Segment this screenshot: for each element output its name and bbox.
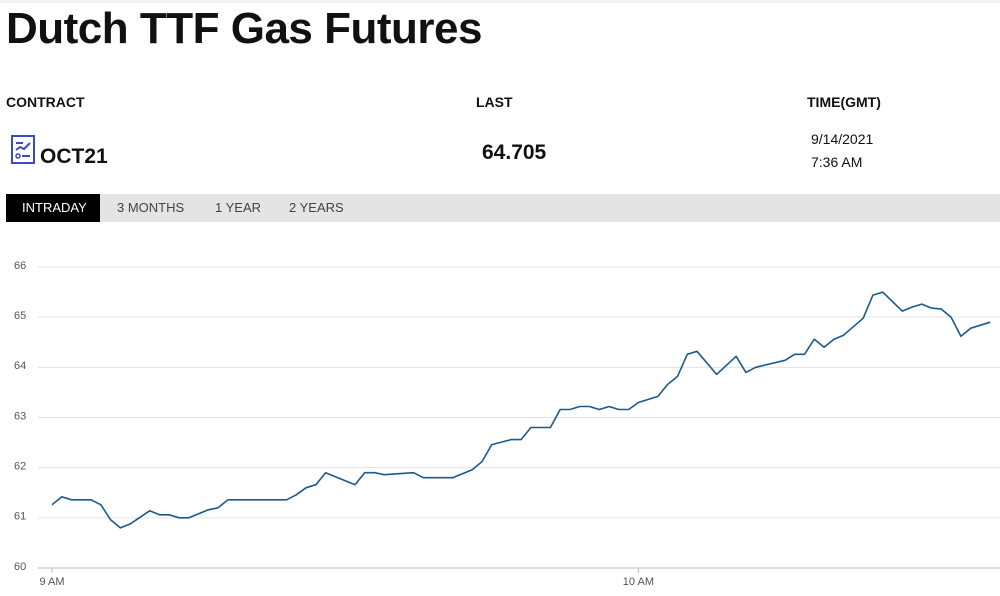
y-tick-label: 64 <box>14 360 26 372</box>
last-price: 64.705 <box>482 141 547 164</box>
quote-time: 7:36 AM <box>811 154 863 170</box>
price-line <box>51 291 991 529</box>
y-tick-label: 63 <box>14 410 26 422</box>
y-tick-label: 60 <box>14 561 26 573</box>
tab[interactable]: 1 YEAR <box>215 200 262 215</box>
tab[interactable]: INTRADAY <box>6 194 100 222</box>
column-header: CONTRACT <box>6 94 85 110</box>
x-tick-label: 9 AM <box>39 576 64 588</box>
column-header: TIME(GMT) <box>807 94 881 110</box>
contract-icon <box>11 135 35 164</box>
y-tick-label: 61 <box>14 511 26 523</box>
contract-name: OCT21 <box>40 145 108 168</box>
top-border <box>0 0 1000 3</box>
page-title: Dutch TTF Gas Futures <box>6 4 482 53</box>
column-header: LAST <box>476 94 513 110</box>
tab[interactable]: 3 MONTHS <box>117 200 185 215</box>
x-tick-label: 10 AM <box>623 576 654 588</box>
tab-bar: INTRADAY 3 MONTHS 1 YEAR 2 YEARS <box>6 194 1000 222</box>
quote-date: 9/14/2021 <box>811 131 874 147</box>
y-tick-label: 62 <box>14 461 26 473</box>
tab[interactable]: 2 YEARS <box>289 200 344 215</box>
y-tick-label: 66 <box>14 260 26 272</box>
y-tick-label: 65 <box>14 310 26 322</box>
